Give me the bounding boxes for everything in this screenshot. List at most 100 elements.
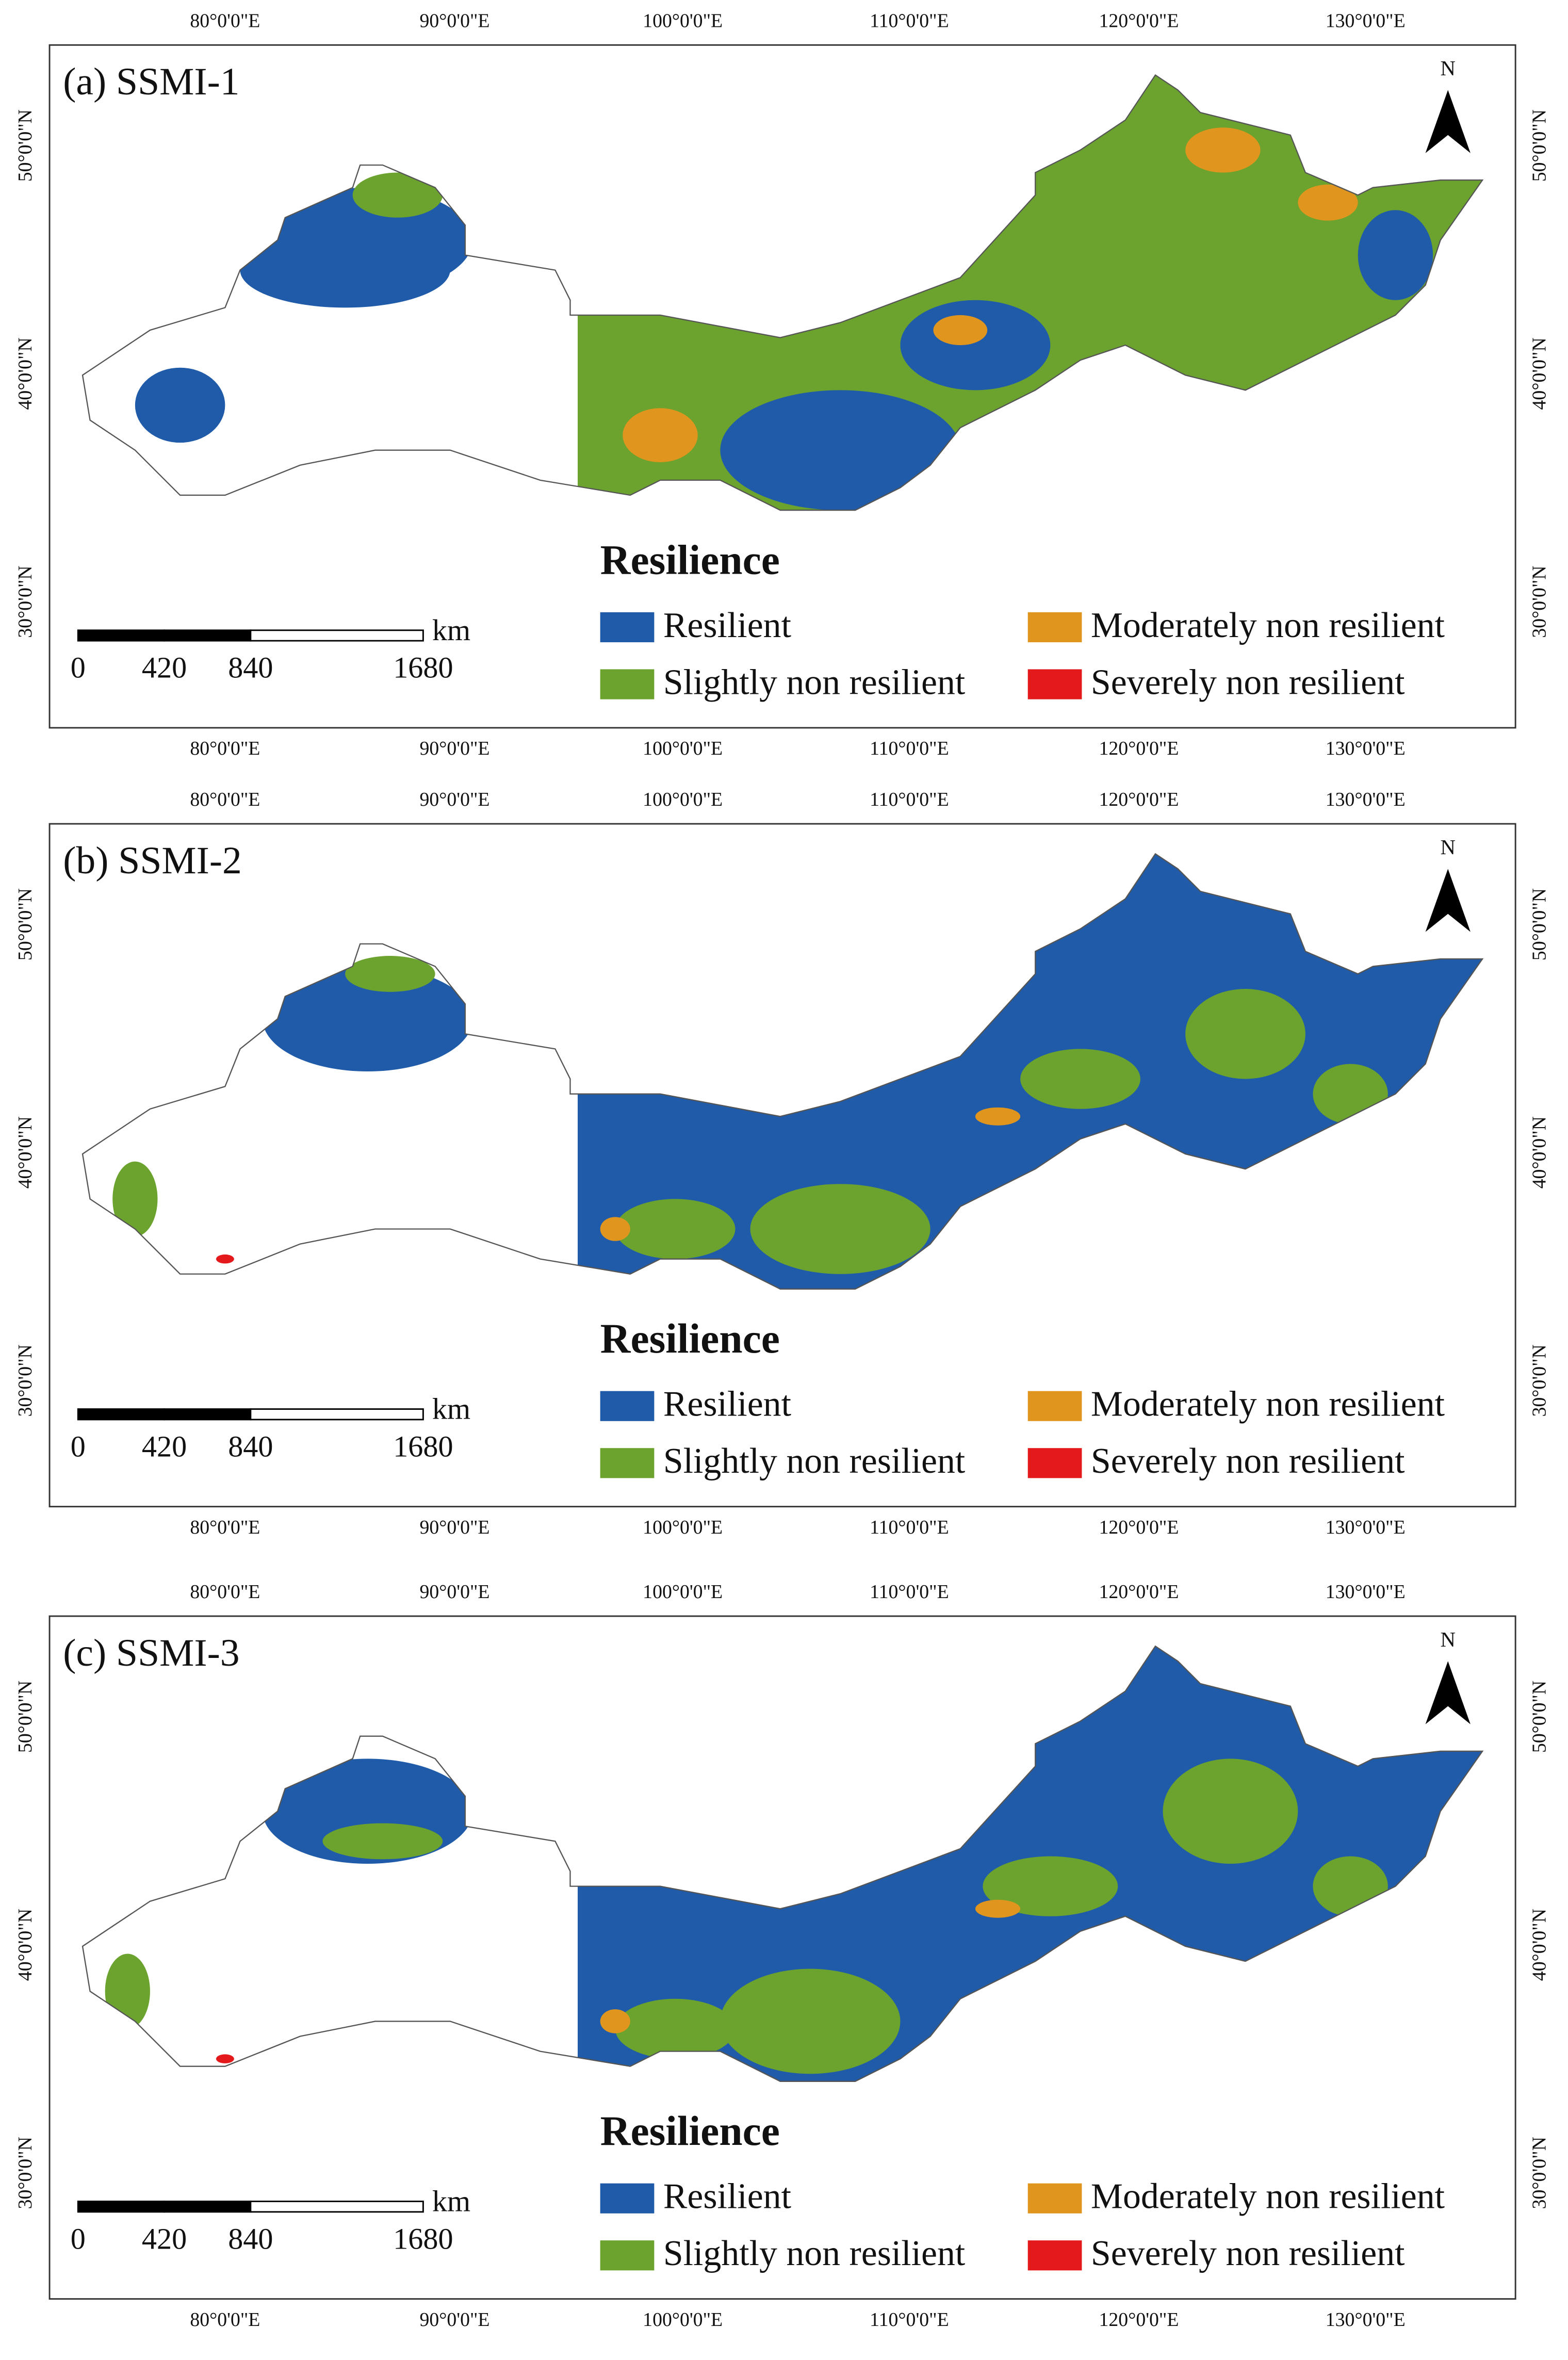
longitude-label: 120°0'0"E xyxy=(1099,2309,1179,2331)
longitude-label: 80°0'0"E xyxy=(190,1581,260,1603)
class-patch xyxy=(720,390,960,511)
panel-label: (c) SSMI-3 xyxy=(63,1632,239,1674)
scale-label: 840 xyxy=(228,1429,273,1463)
latitude-label: 40°0'0"N xyxy=(14,1116,36,1189)
latitude-label: 40°0'0"N xyxy=(14,337,36,410)
latitude-label: 30°0'0"N xyxy=(14,1344,36,1417)
longitude-label: 110°0'0"E xyxy=(870,1581,949,1603)
class-patch xyxy=(615,1199,736,1259)
north-label: N xyxy=(1441,1628,1456,1651)
scale-unit: km xyxy=(432,1392,470,1426)
class-patch xyxy=(1185,989,1305,1079)
longitude-label: 80°0'0"E xyxy=(190,10,260,31)
scale-label: 0 xyxy=(71,1429,86,1463)
class-patch xyxy=(623,408,698,462)
class-patch xyxy=(900,300,1051,390)
longitude-label: 110°0'0"E xyxy=(870,738,949,759)
latitude-label: 50°0'0"N xyxy=(1528,1681,1550,1753)
class-patch xyxy=(135,367,225,443)
latitude-label: 30°0'0"N xyxy=(14,565,36,638)
legend-swatch xyxy=(600,669,655,699)
latitude-label: 30°0'0"N xyxy=(14,2137,36,2209)
scale-unit: km xyxy=(432,613,470,647)
legend-swatch xyxy=(1027,2183,1082,2213)
longitude-label: 110°0'0"E xyxy=(870,1517,949,1538)
legend-label: Resilient xyxy=(663,1385,791,1424)
longitude-label: 110°0'0"E xyxy=(870,2309,949,2331)
class-patch xyxy=(216,2054,234,2063)
legend-swatch xyxy=(1027,1448,1082,1478)
panel-label: (a) SSMI-1 xyxy=(63,60,239,103)
latitude-label: 50°0'0"N xyxy=(14,1681,36,1753)
map-panel: (b) SSMI-2 N 80°0'0"E 80°0'0"E 90°0'0"E 90°0'… xyxy=(14,789,1550,1538)
latitude-label: 30°0'0"N xyxy=(1528,1344,1550,1417)
longitude-label: 120°0'0"E xyxy=(1099,1581,1179,1603)
legend-swatch xyxy=(600,1448,655,1478)
north-arrow xyxy=(1425,869,1471,932)
longitude-label: 100°0'0"E xyxy=(643,2309,723,2331)
legend-label: Severely non resilient xyxy=(1091,662,1405,702)
legend-label: Slightly non resilient xyxy=(663,1441,966,1481)
scale-segment xyxy=(77,2201,166,2213)
longitude-label: 100°0'0"E xyxy=(643,1517,723,1538)
legend-swatch xyxy=(1027,2240,1082,2271)
legend-label: Slightly non resilient xyxy=(663,2234,966,2273)
longitude-label: 100°0'0"E xyxy=(643,738,723,759)
longitude-label: 80°0'0"E xyxy=(190,2309,260,2331)
scale-segment xyxy=(164,629,252,642)
longitude-label: 90°0'0"E xyxy=(419,2309,489,2331)
north-xinjiang xyxy=(263,966,473,1072)
legend-title: Resilience xyxy=(600,2107,780,2154)
latitude-label: 50°0'0"N xyxy=(1528,109,1550,182)
latitude-label: 40°0'0"N xyxy=(1528,1116,1550,1189)
legend-swatch xyxy=(600,2240,655,2271)
scale-segment xyxy=(250,1408,424,1421)
latitude-label: 50°0'0"N xyxy=(14,109,36,182)
class-patch xyxy=(600,1217,630,1241)
scale-label: 0 xyxy=(71,651,86,685)
scale-label: 1680 xyxy=(393,2222,453,2255)
north-label: N xyxy=(1441,836,1456,859)
longitude-label: 130°0'0"E xyxy=(1326,2309,1406,2331)
longitude-label: 120°0'0"E xyxy=(1099,1517,1179,1538)
scale-unit: km xyxy=(432,2185,470,2218)
scale-segment xyxy=(250,629,424,642)
latitude-label: 40°0'0"N xyxy=(1528,1909,1550,1981)
class-patch xyxy=(322,1823,443,1860)
latitude-label: 50°0'0"N xyxy=(14,888,36,961)
legend-label: Slightly non resilient xyxy=(663,662,966,702)
scale-label: 420 xyxy=(142,2222,187,2255)
legend-label: Moderately non resilient xyxy=(1091,606,1445,645)
legend-swatch xyxy=(1027,669,1082,699)
scale-segment xyxy=(250,2201,424,2213)
legend-label: Resilient xyxy=(663,2177,791,2217)
longitude-label: 130°0'0"E xyxy=(1326,1581,1406,1603)
longitude-label: 120°0'0"E xyxy=(1099,789,1179,810)
longitude-label: 120°0'0"E xyxy=(1099,738,1179,759)
scale-label: 840 xyxy=(228,651,273,685)
scale-segment xyxy=(164,2201,252,2213)
class-patch xyxy=(112,1161,158,1237)
class-patch xyxy=(1163,1759,1298,1864)
class-patch xyxy=(933,315,988,346)
map-panel: (a) SSMI-1 N 80°0'0"E 80°0'0"E 90°0'0"E 90°0'… xyxy=(14,10,1550,759)
class-patch xyxy=(750,1184,930,1274)
legend-label: Moderately non resilient xyxy=(1091,1385,1445,1424)
class-patch xyxy=(352,172,443,218)
legend-label: Moderately non resilient xyxy=(1091,2177,1445,2217)
longitude-label: 90°0'0"E xyxy=(419,1517,489,1538)
longitude-label: 100°0'0"E xyxy=(643,10,723,31)
longitude-label: 130°0'0"E xyxy=(1326,738,1406,759)
legend-swatch xyxy=(600,1391,655,1421)
class-patch xyxy=(720,1968,901,2074)
longitude-label: 80°0'0"E xyxy=(190,738,260,759)
class-patch xyxy=(1298,184,1358,221)
latitude-label: 40°0'0"N xyxy=(1528,337,1550,410)
map-panel: (c) SSMI-3 N 80°0'0"E 80°0'0"E 90°0'0"E 90°0'… xyxy=(14,1581,1550,2331)
class-patch xyxy=(600,2009,630,2033)
class-patch xyxy=(975,1899,1021,1918)
legend-swatch xyxy=(600,2183,655,2213)
latitude-label: 30°0'0"N xyxy=(1528,565,1550,638)
scale-label: 1680 xyxy=(393,651,453,685)
